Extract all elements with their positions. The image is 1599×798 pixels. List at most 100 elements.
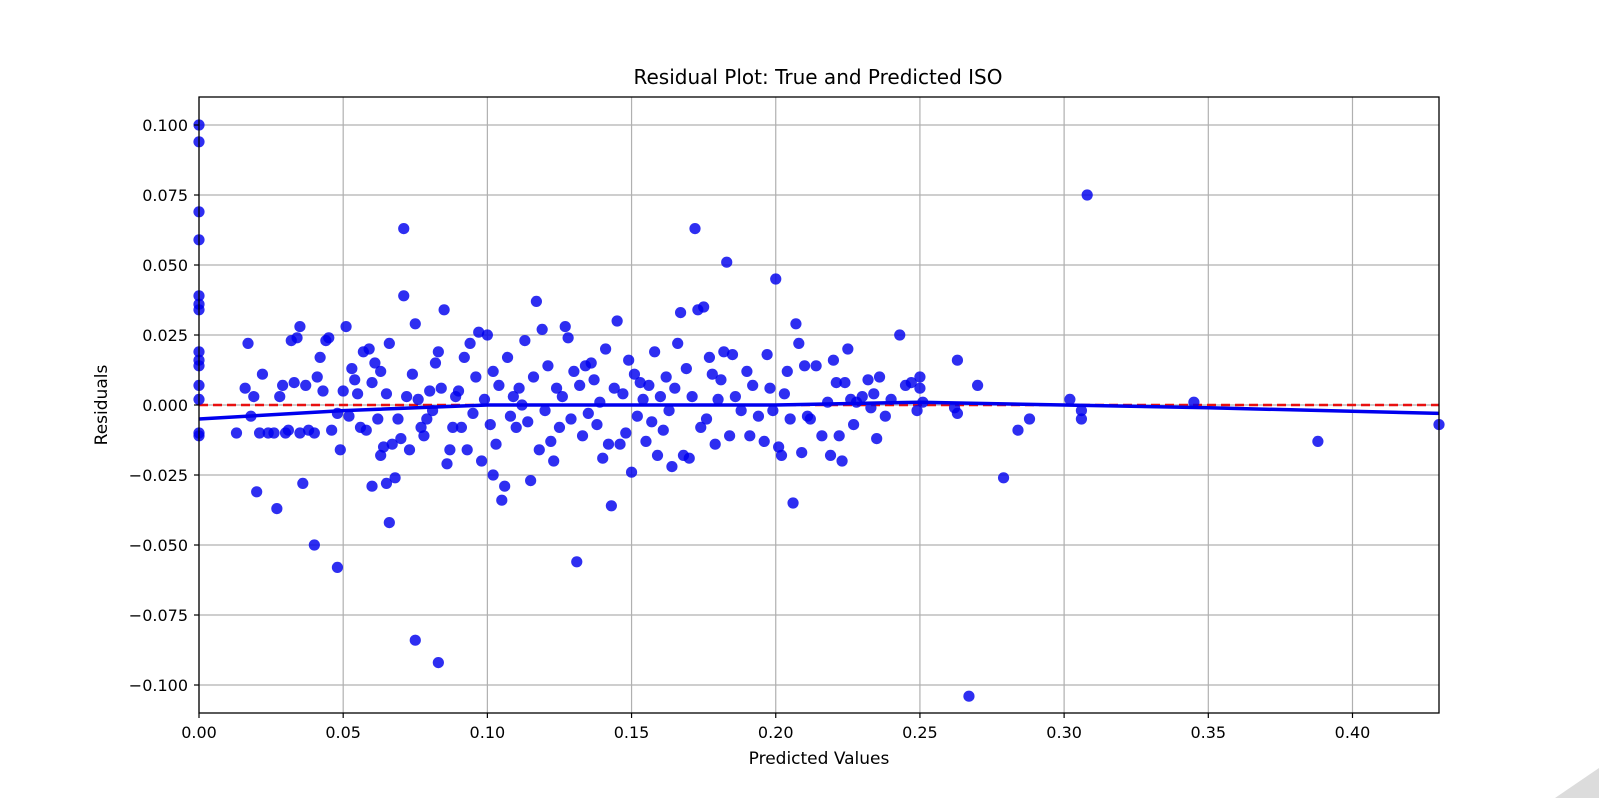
data-point xyxy=(775,449,788,461)
data-point xyxy=(311,371,323,383)
data-point xyxy=(674,307,687,319)
data-point xyxy=(432,657,444,669)
data-point xyxy=(637,393,649,405)
data-point xyxy=(504,410,517,422)
y-tick-label: −0.075 xyxy=(129,606,188,625)
data-point xyxy=(340,321,352,333)
data-point xyxy=(747,379,759,391)
data-point xyxy=(770,273,782,285)
data-point xyxy=(484,419,496,431)
data-point xyxy=(349,374,361,386)
data-point xyxy=(790,318,802,330)
data-point xyxy=(274,391,286,403)
chart-title: Residual Plot: True and Predicted ISO xyxy=(633,65,1002,89)
data-point xyxy=(533,444,545,456)
data-point xyxy=(291,332,303,344)
y-tick-label: 0.025 xyxy=(142,326,188,345)
data-point xyxy=(911,405,923,417)
data-point xyxy=(591,419,603,431)
data-point xyxy=(741,365,753,377)
data-point xyxy=(672,337,684,349)
corner-fold xyxy=(1555,768,1599,798)
y-tick-label: 0.100 xyxy=(142,116,188,135)
data-point xyxy=(288,377,300,389)
trend-line-group xyxy=(198,400,1440,421)
y-axis-ticks: 0.100 0.075 0.050 0.025 0.000 −0.025 −0.050 −0.… xyxy=(129,116,199,695)
data-point xyxy=(455,421,468,433)
data-point xyxy=(963,690,975,702)
data-point xyxy=(862,374,874,386)
data-point xyxy=(689,223,701,235)
data-point xyxy=(873,371,886,383)
data-point xyxy=(1312,435,1324,447)
data-point xyxy=(830,377,842,389)
data-point xyxy=(605,500,617,512)
data-point xyxy=(914,382,926,394)
data-point xyxy=(798,360,811,372)
x-tick-label: 0.20 xyxy=(758,723,794,742)
data-point xyxy=(1023,413,1036,425)
data-point xyxy=(781,365,793,377)
data-point xyxy=(398,290,410,302)
data-point xyxy=(545,435,557,447)
data-point xyxy=(602,438,615,450)
data-point xyxy=(239,382,251,394)
data-point xyxy=(608,382,620,394)
data-point xyxy=(997,472,1010,484)
data-point xyxy=(481,329,493,341)
data-point xyxy=(294,321,306,333)
data-point xyxy=(363,343,375,355)
data-point xyxy=(539,405,551,417)
data-point xyxy=(804,413,816,425)
data-point xyxy=(643,379,655,391)
data-point xyxy=(409,634,421,646)
data-point xyxy=(836,455,848,467)
data-point xyxy=(712,393,724,405)
x-tick-label: 0.00 xyxy=(181,723,217,742)
data-point xyxy=(649,346,661,358)
data-point xyxy=(576,430,589,442)
data-point xyxy=(501,351,514,363)
data-point xyxy=(553,421,566,433)
data-point xyxy=(525,475,537,487)
data-point xyxy=(816,430,828,442)
data-point xyxy=(242,337,254,349)
data-point xyxy=(510,421,522,433)
data-point xyxy=(796,447,808,459)
data-point xyxy=(628,368,641,380)
data-point xyxy=(334,444,346,456)
y-tick-label: 0.050 xyxy=(142,256,188,275)
data-point xyxy=(458,351,470,363)
data-point xyxy=(640,435,652,447)
data-point xyxy=(421,413,433,425)
data-point xyxy=(435,382,447,394)
x-tick-label: 0.30 xyxy=(1046,723,1082,742)
data-point xyxy=(709,438,721,450)
data-point xyxy=(432,346,444,358)
data-point xyxy=(317,385,329,397)
data-point xyxy=(268,427,280,439)
data-point xyxy=(366,480,378,492)
y-tick-label: −0.100 xyxy=(129,676,188,695)
data-point xyxy=(703,351,716,363)
data-point xyxy=(308,427,320,439)
data-point xyxy=(251,486,263,498)
data-point xyxy=(651,449,664,461)
x-tick-label: 0.10 xyxy=(470,723,506,742)
data-point xyxy=(868,388,880,400)
data-point xyxy=(412,393,424,405)
x-tick-label: 0.35 xyxy=(1190,723,1226,742)
data-point xyxy=(721,256,733,268)
data-point xyxy=(527,371,540,383)
data-point xyxy=(631,410,643,422)
data-point xyxy=(372,413,384,425)
data-point xyxy=(392,413,404,425)
data-point xyxy=(323,332,335,344)
data-point xyxy=(842,343,854,355)
data-point xyxy=(297,477,309,489)
data-point xyxy=(585,357,597,369)
data-point xyxy=(473,326,485,338)
x-tick-label: 0.15 xyxy=(614,723,650,742)
